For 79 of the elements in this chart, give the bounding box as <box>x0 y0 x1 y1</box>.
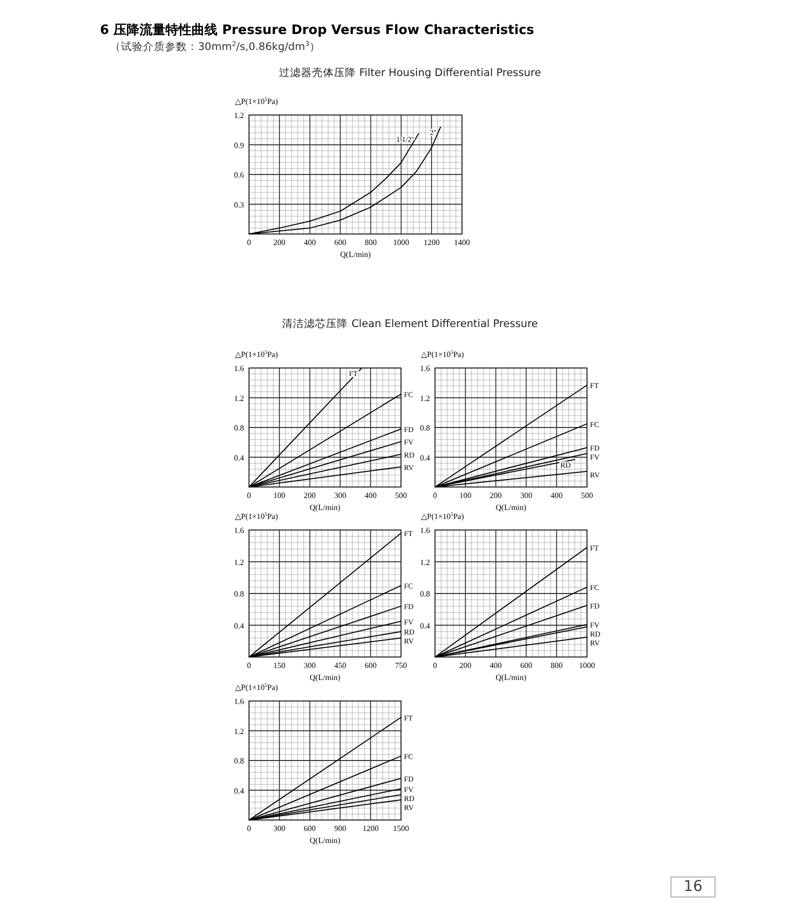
y-tick-label: 0.4 <box>234 786 244 796</box>
x-tick-label: 300 <box>304 661 316 670</box>
y-axis-title: △P(1×10$^{5}$Pa) <box>235 97 278 106</box>
x-tick-label: 600 <box>304 824 316 833</box>
y-tick-label: 0.4 <box>234 453 244 462</box>
y-tick-label: 1.2 <box>234 111 244 120</box>
x-axis-title: Q(L/min) <box>496 503 527 512</box>
y-tick-label: 1.2 <box>420 558 430 567</box>
y-tick-label: 0.3 <box>234 200 244 210</box>
x-tick-label: 0 <box>247 238 251 247</box>
x-tick-label: 0 <box>247 661 251 670</box>
x-tick-label: 100 <box>459 491 472 500</box>
x-tick-label: 1500 <box>393 824 409 833</box>
y-tick-label: 0.8 <box>420 424 430 432</box>
y-tick-label: 1.2 <box>234 726 244 736</box>
x-tick-label: 600 <box>520 661 532 670</box>
y-tick-label: 0.8 <box>234 424 244 432</box>
x-tick-label: 400 <box>490 661 502 670</box>
y-tick-label: 1.6 <box>234 364 244 373</box>
x-tick-label: 0 <box>433 491 437 500</box>
y-tick-label: 0.6 <box>234 170 244 180</box>
x-tick-label: 100 <box>273 491 286 500</box>
y-axis-title: △P(1×10$^{5}$Pa) <box>235 350 278 359</box>
x-axis-title: Q(L/min) <box>310 673 341 682</box>
text: 清洁滤芯压降 Clean Element Differential Pressure <box>282 317 538 330</box>
y-axis-title: △P(1×10$^{5}$Pa) <box>421 512 464 521</box>
x-axis-title: Q(L/min) <box>496 673 527 682</box>
x-tick-label: 1400 <box>454 238 470 247</box>
text: 16 <box>683 877 703 895</box>
y-tick-label: 0.4 <box>420 453 430 462</box>
y-tick-label: 0.4 <box>234 621 244 630</box>
x-tick-label: 150 <box>273 661 286 670</box>
x-tick-label: 300 <box>520 491 532 500</box>
y-tick-label: 1.6 <box>234 526 244 535</box>
x-tick-label: 1200 <box>362 824 379 833</box>
y-tick-label: 0.8 <box>420 590 430 598</box>
x-tick-label: 200 <box>273 238 286 247</box>
x-tick-label: 400 <box>364 491 377 500</box>
x-tick-label: 450 <box>334 661 346 670</box>
x-tick-label: 200 <box>490 491 502 500</box>
chart-title: 6 压降流量特性曲线 Pressure Drop Versus Flow Characteristics <box>100 22 534 38</box>
x-tick-label: 600 <box>334 238 346 247</box>
y-tick-label: 1.2 <box>234 558 244 567</box>
text: 过滤器壳体压降 Filter Housing Differential Pressure <box>278 66 542 79</box>
y-tick-label: 1.6 <box>420 526 430 535</box>
x-tick-label: 300 <box>334 491 346 500</box>
x-tick-label: 1000 <box>579 661 595 670</box>
chart-subtitle: （试验介质参数：30mm$^{2}$/s,0.86kg/dm$^{3}$） <box>110 40 320 53</box>
x-tick-label: 0 <box>247 824 251 833</box>
x-tick-label: 400 <box>304 238 316 247</box>
y-axis-title: △P(1×10$^{5}$Pa) <box>235 683 278 692</box>
x-axis-title: Q(L/min) <box>310 503 341 512</box>
y-tick-label: 1.6 <box>420 364 430 373</box>
x-tick-label: 500 <box>395 491 407 500</box>
y-tick-label: 0.4 <box>420 621 430 630</box>
x-tick-label: 400 <box>550 491 563 500</box>
x-tick-label: 200 <box>459 661 472 670</box>
y-tick-label: 1.6 <box>234 697 244 706</box>
y-tick-label: 0.9 <box>234 140 244 150</box>
x-tick-label: 600 <box>364 661 377 670</box>
y-tick-label: 1.2 <box>420 394 430 403</box>
x-tick-label: 800 <box>364 238 377 247</box>
y-tick-label: 1.2 <box>234 394 244 403</box>
y-axis-title: △P(1×10$^{5}$Pa) <box>235 512 278 521</box>
y-tick-label: 0.8 <box>234 756 244 766</box>
y-axis-title: △P(1×10$^{5}$Pa) <box>421 350 464 359</box>
x-tick-label: 1200 <box>424 238 440 247</box>
x-axis-title: Q(L/min) <box>340 250 372 259</box>
x-tick-label: 200 <box>304 491 316 500</box>
y-tick-label: 0.8 <box>234 590 244 598</box>
x-axis-title: Q(L/min) <box>310 836 341 845</box>
x-tick-label: 300 <box>273 824 286 833</box>
x-tick-label: 750 <box>395 661 407 670</box>
x-tick-label: 1000 <box>393 238 410 247</box>
x-tick-label: 0 <box>247 491 251 500</box>
x-tick-label: 800 <box>550 661 563 670</box>
x-tick-label: 900 <box>334 824 346 833</box>
x-tick-label: 0 <box>433 661 437 670</box>
x-tick-label: 500 <box>581 491 593 500</box>
